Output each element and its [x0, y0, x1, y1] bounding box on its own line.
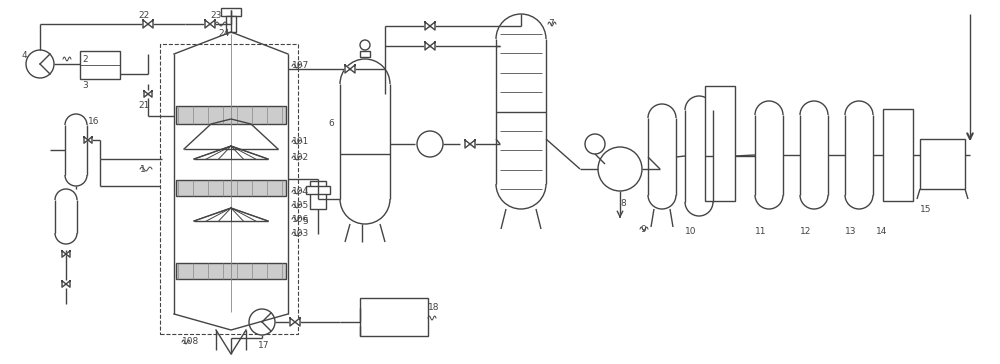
Bar: [340, 84, 390, 199]
Bar: [845, 115, 873, 195]
Bar: [310, 181, 326, 209]
Text: 106: 106: [292, 214, 309, 223]
Bar: [883, 109, 913, 201]
Circle shape: [360, 40, 370, 50]
Text: 15: 15: [920, 205, 932, 214]
Polygon shape: [148, 91, 152, 97]
Polygon shape: [345, 65, 350, 73]
Text: 14: 14: [876, 228, 887, 237]
Bar: [226, 16, 236, 32]
Circle shape: [249, 309, 275, 335]
Polygon shape: [350, 65, 355, 73]
Bar: [221, 8, 241, 16]
Polygon shape: [62, 281, 66, 287]
Polygon shape: [430, 42, 435, 50]
Text: 11: 11: [755, 228, 767, 237]
Bar: [176, 106, 286, 124]
Bar: [160, 44, 298, 334]
Text: 5: 5: [302, 218, 308, 226]
Text: 24: 24: [218, 29, 229, 39]
Polygon shape: [84, 137, 88, 143]
Text: 8: 8: [620, 199, 626, 209]
Bar: [176, 263, 286, 279]
Text: 105: 105: [292, 202, 309, 210]
Polygon shape: [62, 251, 66, 257]
Text: 23: 23: [210, 12, 221, 20]
Text: 16: 16: [88, 118, 100, 127]
Polygon shape: [143, 20, 148, 28]
Text: 17: 17: [258, 341, 270, 351]
Polygon shape: [430, 22, 435, 30]
Polygon shape: [470, 140, 475, 148]
Text: 9: 9: [640, 225, 646, 233]
Polygon shape: [465, 140, 470, 148]
Bar: [685, 110, 713, 202]
Bar: [920, 139, 965, 189]
Polygon shape: [88, 137, 92, 143]
Polygon shape: [144, 91, 148, 97]
Circle shape: [417, 131, 443, 157]
Text: 3: 3: [82, 82, 88, 91]
Text: 4: 4: [22, 51, 28, 60]
Text: 22: 22: [138, 12, 149, 20]
Bar: [755, 115, 783, 195]
Circle shape: [598, 147, 642, 191]
Bar: [306, 186, 330, 194]
Text: 101: 101: [292, 138, 309, 146]
Bar: [648, 118, 676, 195]
Bar: [80, 51, 120, 79]
Text: 107: 107: [292, 62, 309, 71]
Polygon shape: [66, 251, 70, 257]
Text: 6: 6: [328, 119, 334, 128]
Text: 102: 102: [292, 154, 309, 162]
Bar: [800, 115, 828, 195]
Circle shape: [585, 134, 605, 154]
Text: 1: 1: [140, 165, 146, 174]
Bar: [360, 51, 370, 57]
Polygon shape: [66, 281, 70, 287]
Circle shape: [26, 50, 54, 78]
Polygon shape: [210, 20, 215, 28]
Text: 103: 103: [292, 229, 309, 238]
Text: 18: 18: [428, 304, 440, 313]
Text: 7: 7: [548, 20, 554, 28]
Polygon shape: [295, 318, 300, 326]
Text: 108: 108: [182, 337, 199, 347]
Bar: [496, 39, 546, 184]
Polygon shape: [290, 318, 295, 326]
Polygon shape: [148, 20, 153, 28]
Text: 2: 2: [82, 55, 88, 63]
Text: 104: 104: [292, 187, 309, 197]
Polygon shape: [205, 20, 210, 28]
Bar: [176, 180, 286, 196]
Bar: [65, 125, 87, 175]
Text: 21: 21: [138, 102, 149, 111]
Text: 13: 13: [845, 228, 856, 237]
Bar: [360, 298, 428, 336]
Text: 10: 10: [685, 228, 696, 237]
Polygon shape: [425, 42, 430, 50]
Bar: [55, 200, 77, 233]
Polygon shape: [425, 22, 430, 30]
Text: 12: 12: [800, 228, 811, 237]
Bar: [705, 86, 735, 201]
